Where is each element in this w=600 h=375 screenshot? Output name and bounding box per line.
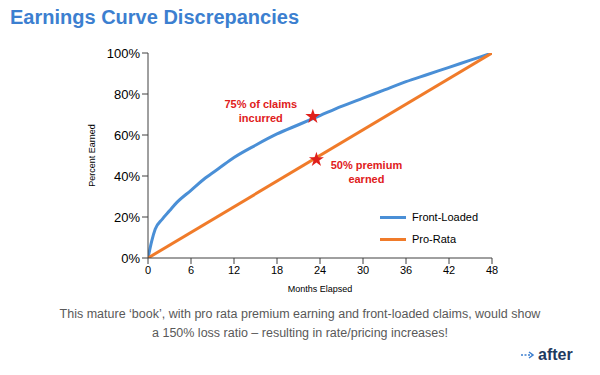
- svg-text:75% of claims: 75% of claims: [224, 98, 297, 110]
- html-text:Earnings Curve Discrepancies: Earnings Curve Discrepancies: [10, 6, 299, 28]
- svg-text:24: 24: [314, 264, 326, 276]
- svg-text:40%: 40%: [114, 169, 140, 184]
- svg-text:0: 0: [145, 264, 151, 276]
- svg-text:Percent Earned: Percent Earned: [87, 124, 97, 187]
- svg-text:100%: 100%: [107, 46, 141, 61]
- html-text:a 150% loss ratio – resulting: a 150% loss ratio – resulting in rate/pr…: [152, 326, 448, 340]
- svg-text:18: 18: [271, 264, 283, 276]
- html-text:Pro-Rata: Pro-Rata: [412, 233, 456, 245]
- html-text:Front-Loaded: Front-Loaded: [412, 211, 478, 223]
- svg-text:30: 30: [357, 264, 369, 276]
- svg-text:incurred: incurred: [239, 112, 283, 124]
- svg-text:20%: 20%: [114, 210, 140, 225]
- svg-text:50% premium: 50% premium: [331, 159, 403, 171]
- svg-text:60%: 60%: [114, 128, 140, 143]
- svg-text:6: 6: [188, 264, 194, 276]
- svg-text:36: 36: [400, 264, 412, 276]
- svg-text:0%: 0%: [121, 251, 140, 266]
- svg-text:earned: earned: [348, 173, 384, 185]
- svg-text:80%: 80%: [114, 87, 140, 102]
- html-text:after: after: [538, 346, 573, 363]
- svg-text:48: 48: [486, 264, 498, 276]
- svg-text:12: 12: [228, 264, 240, 276]
- svg-text:42: 42: [443, 264, 455, 276]
- svg-text:Months Elapsed: Months Elapsed: [288, 284, 353, 294]
- html-text:This mature ‘book’, with pro r: This mature ‘book’, with pro rata premiu…: [59, 307, 541, 321]
